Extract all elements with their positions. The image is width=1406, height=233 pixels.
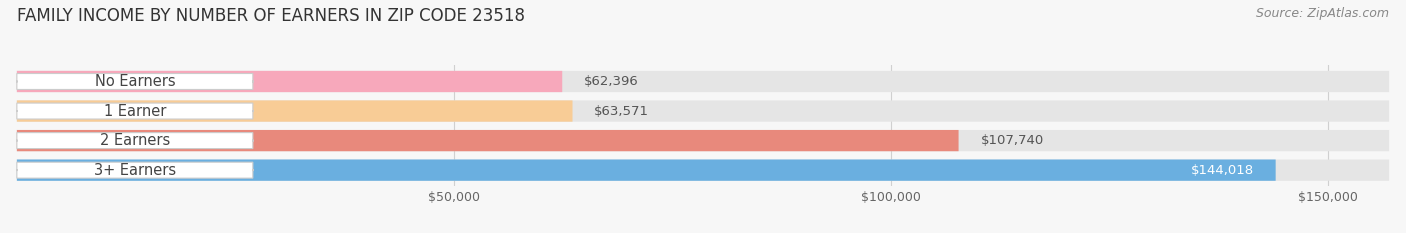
FancyBboxPatch shape: [17, 130, 959, 151]
Text: $144,018: $144,018: [1191, 164, 1254, 177]
Text: 1 Earner: 1 Earner: [104, 103, 166, 119]
Text: $62,396: $62,396: [583, 75, 638, 88]
FancyBboxPatch shape: [17, 160, 1389, 181]
Text: $107,740: $107,740: [980, 134, 1043, 147]
FancyBboxPatch shape: [17, 71, 1389, 92]
FancyBboxPatch shape: [17, 160, 1275, 181]
FancyBboxPatch shape: [17, 130, 1389, 151]
FancyBboxPatch shape: [17, 100, 572, 122]
Text: FAMILY INCOME BY NUMBER OF EARNERS IN ZIP CODE 23518: FAMILY INCOME BY NUMBER OF EARNERS IN ZI…: [17, 7, 524, 25]
Text: No Earners: No Earners: [94, 74, 176, 89]
Text: 3+ Earners: 3+ Earners: [94, 163, 176, 178]
FancyBboxPatch shape: [17, 74, 253, 89]
FancyBboxPatch shape: [17, 100, 1389, 122]
Text: $63,571: $63,571: [595, 105, 650, 117]
FancyBboxPatch shape: [17, 71, 562, 92]
FancyBboxPatch shape: [17, 103, 253, 119]
Text: 2 Earners: 2 Earners: [100, 133, 170, 148]
Text: Source: ZipAtlas.com: Source: ZipAtlas.com: [1256, 7, 1389, 20]
FancyBboxPatch shape: [17, 162, 253, 178]
FancyBboxPatch shape: [17, 133, 253, 149]
